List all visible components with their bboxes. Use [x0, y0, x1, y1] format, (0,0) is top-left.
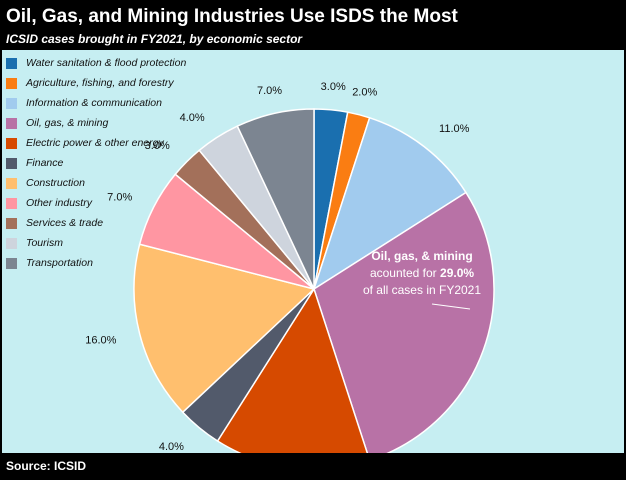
legend-label: Oil, gas, & mining: [26, 117, 109, 129]
legend-swatch: [6, 78, 17, 89]
data-label-other-industry: 7.0%: [107, 191, 132, 203]
chart-subtitle: ICSID cases brought in FY2021, by econom…: [6, 32, 303, 46]
legend-label: Other industry: [26, 197, 92, 209]
legend-swatch: [6, 238, 17, 249]
annotation-line-1: Oil, gas, & mining: [371, 249, 472, 263]
legend-swatch: [6, 198, 17, 209]
pie-slice-information-communication: [312, 116, 468, 291]
legend-swatch: [6, 178, 17, 189]
pie-slice-oil-gas-mining: [313, 191, 495, 453]
legend-label: Finance: [26, 157, 64, 169]
pie-slice-transportation: [236, 108, 315, 290]
data-label-tourism: 4.0%: [180, 112, 205, 124]
legend-label: Electric power & other energy: [26, 137, 164, 149]
legend-swatch: [6, 158, 17, 169]
annotation-leader-line: [431, 303, 471, 310]
legend-label: Services & trade: [26, 217, 104, 229]
data-label-water-sanitation-flood-protection: 3.0%: [321, 81, 346, 93]
pie-slice-construction: [133, 243, 316, 414]
pie-chart: 3.0%2.0%11.0%14.0%4.0%16.0%7.0%3.0%4.0%7…: [85, 81, 495, 453]
annotation-line-3: of all cases in FY2021: [363, 283, 481, 297]
legend-label: Agriculture, fishing, and forestry: [26, 77, 174, 89]
legend-swatch: [6, 138, 17, 149]
legend-label: Transportation: [26, 257, 93, 269]
annotation-line-2: acounted for 29.0%: [370, 266, 474, 280]
legend-label: Water sanitation & flood protection: [26, 57, 187, 69]
data-label-construction: 16.0%: [85, 335, 116, 347]
footer: Source: ICSID: [0, 453, 626, 480]
pie-slice-electric-power-other-energy: [216, 287, 369, 453]
legend-label: Information & communication: [26, 97, 162, 109]
legend-label: Construction: [26, 177, 85, 189]
data-label-transportation: 7.0%: [257, 85, 282, 97]
annotation-prefix: acounted for: [370, 266, 440, 280]
data-label-finance: 4.0%: [159, 441, 184, 453]
legend-swatch: [6, 218, 17, 229]
plot-area: 3.0%2.0%11.0%14.0%4.0%16.0%7.0%3.0%4.0%7…: [2, 50, 624, 453]
legend-label: Tourism: [26, 237, 63, 249]
source-note: Source: ICSID: [6, 459, 87, 473]
data-label-services-trade: 3.0%: [145, 140, 170, 152]
legend-swatch: [6, 58, 17, 69]
data-label-information-communication: 11.0%: [439, 123, 470, 135]
chart-title: Oil, Gas, and Mining Industries Use ISDS…: [6, 6, 458, 27]
legend-swatch: [6, 118, 17, 129]
annotation-value: 29.0%: [440, 266, 474, 280]
header: Oil, Gas, and Mining Industries Use ISDS…: [0, 0, 626, 50]
legend-swatch: [6, 98, 17, 109]
data-label-agriculture-fishing-and-forestry: 2.0%: [352, 86, 377, 98]
legend-swatch: [6, 258, 17, 269]
